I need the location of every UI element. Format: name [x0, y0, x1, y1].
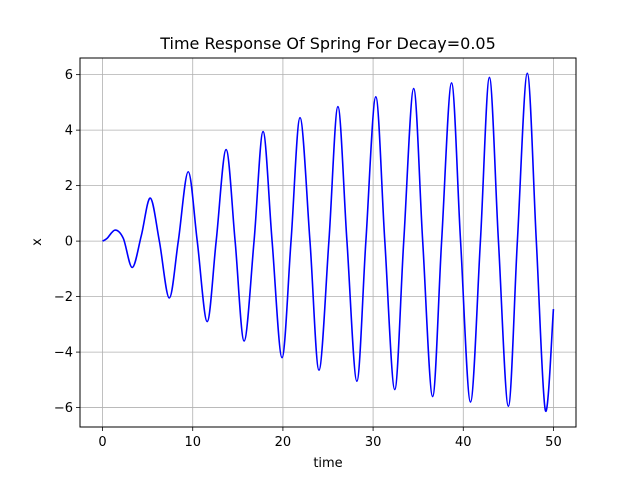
plot-frame — [79, 57, 577, 428]
x-tick-label: 30 — [365, 435, 382, 450]
y-tick-label: 0 — [65, 235, 73, 250]
x-tick-label: 10 — [184, 435, 201, 450]
x-axis-label: time — [313, 456, 342, 471]
x-axis-ticks: 0 10 20 30 40 50 — [98, 427, 562, 450]
y-tick-label: −4 — [54, 346, 73, 361]
y-axis-ticks: −6 −4 −2 0 2 4 6 — [54, 68, 80, 416]
series-line — [102, 72, 555, 412]
y-axis-label: x — [30, 238, 45, 246]
y-tick-label: −6 — [54, 401, 73, 416]
y-tick-label: −2 — [54, 290, 73, 305]
y-tick-label: 4 — [65, 124, 73, 139]
x-tick-label: 0 — [98, 435, 106, 450]
series-lines — [102, 72, 555, 412]
x-tick-label: 20 — [275, 435, 292, 450]
grid-lines — [80, 58, 576, 427]
x-tick-label: 50 — [545, 435, 562, 450]
y-tick-label: 6 — [65, 68, 73, 83]
chart-title: Time Response Of Spring For Decay=0.05 — [159, 34, 496, 53]
y-tick-label: 2 — [65, 179, 73, 194]
x-tick-label: 40 — [455, 435, 472, 450]
